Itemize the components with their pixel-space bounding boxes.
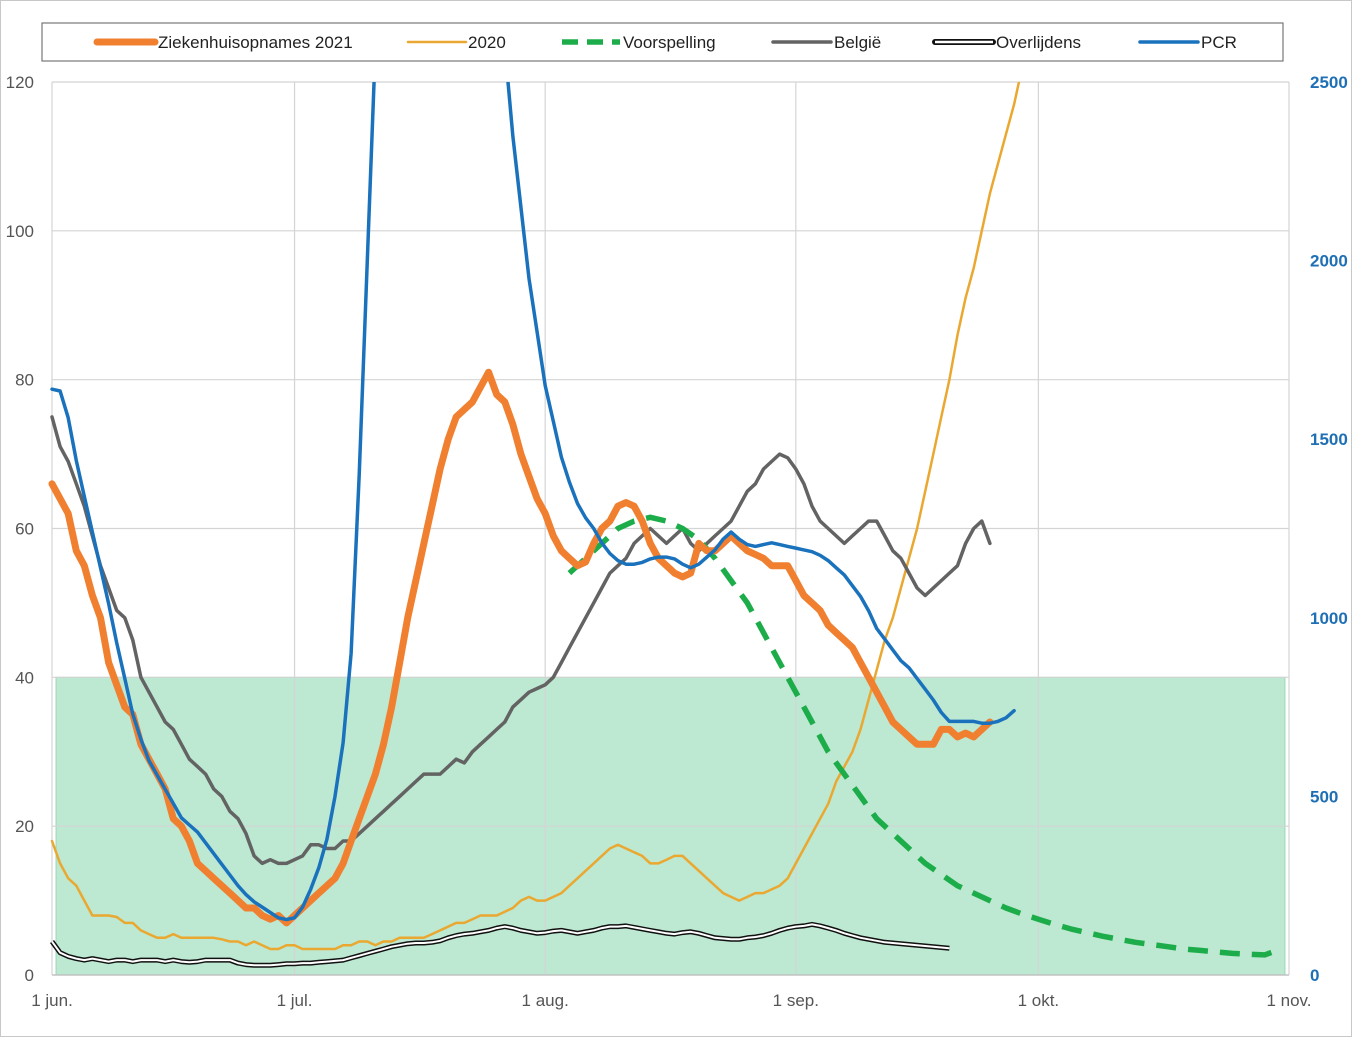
y-right-tick-label: 1500 [1310, 430, 1348, 449]
series-belgie-line [50, 415, 992, 866]
series-pcr-line [50, 82, 1016, 922]
y-right-tick-label: 2500 [1310, 73, 1348, 92]
y-right-tick-label: 500 [1310, 787, 1338, 806]
y-left-tick-label: 20 [15, 817, 34, 836]
y-right-tick-label: 1000 [1310, 609, 1348, 628]
legend-label-pcr: PCR [1201, 33, 1237, 52]
y-left-tick-label: 60 [15, 520, 34, 539]
legend: Ziekenhuisopnames 2021 2020 Voorspelling Be… [41, 22, 1284, 62]
series-overlijdens-line [51, 923, 950, 967]
axis-ticks: 0 20 40 60 80 100 120 0 500 1000 1500 2000 2500 1 jun… [6, 73, 1348, 1010]
y-left-tick-label: 120 [6, 73, 34, 92]
series-ziekenhuis-line [48, 368, 994, 927]
legend-label-ziekenhuis: Ziekenhuisopnames 2021 [158, 33, 353, 52]
x-tick-label: 1 okt. [1018, 991, 1060, 1010]
legend-label-y2020: 2020 [468, 33, 506, 52]
y-right-tick-label: 2000 [1310, 252, 1348, 271]
legend-label-voorspelling: Voorspelling [623, 33, 716, 52]
y-left-tick-label: 0 [25, 966, 34, 985]
series-y2020-line [50, 82, 1021, 951]
y-left-tick-label: 40 [15, 668, 34, 687]
x-tick-label: 1 sep. [773, 991, 819, 1010]
y-right-tick-label: 0 [1310, 966, 1319, 985]
x-tick-label: 1 aug. [522, 991, 569, 1010]
x-tick-label: 1 jul. [277, 991, 313, 1010]
series-lines [48, 82, 1282, 968]
y-left-tick-label: 100 [6, 222, 34, 241]
series-voorspelling-line [567, 514, 1282, 958]
gridlines [51, 81, 1290, 976]
legend-label-belgie: België [834, 33, 881, 52]
legend-label-overlijdens: Overlijdens [996, 33, 1081, 52]
x-tick-label: 1 nov. [1266, 991, 1311, 1010]
y-left-tick-label: 80 [15, 371, 34, 390]
x-tick-label: 1 jun. [31, 991, 73, 1010]
